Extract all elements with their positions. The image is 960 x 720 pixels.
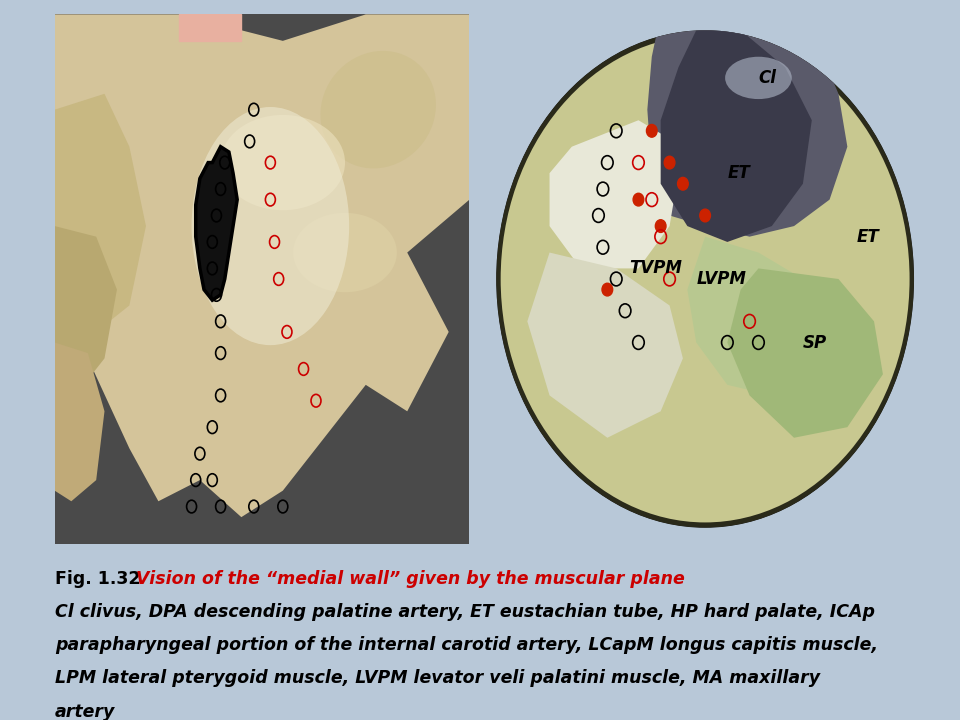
Ellipse shape [321, 51, 436, 168]
Ellipse shape [192, 107, 349, 345]
Ellipse shape [293, 213, 396, 292]
Bar [180, 14, 241, 41]
Circle shape [633, 193, 644, 206]
Circle shape [700, 209, 710, 222]
Polygon shape [527, 253, 683, 438]
Text: Cl clivus, DPA descending palatine artery, ET eustachian tube, HP hard palate, I: Cl clivus, DPA descending palatine arter… [55, 603, 875, 621]
Circle shape [602, 283, 612, 296]
Polygon shape [196, 147, 237, 300]
Text: LPM lateral pterygoid muscle, LVPM levator veli palatini muscle, MA maxillary: LPM lateral pterygoid muscle, LVPM levat… [55, 670, 820, 688]
Circle shape [656, 220, 666, 233]
Polygon shape [55, 94, 146, 332]
Polygon shape [660, 30, 812, 242]
Text: TVPM: TVPM [630, 259, 683, 277]
Circle shape [496, 30, 914, 528]
Polygon shape [728, 269, 883, 438]
Text: Vision of the “medial wall” given by the muscular plane: Vision of the “medial wall” given by the… [136, 570, 684, 588]
Text: Cl: Cl [758, 69, 777, 87]
Polygon shape [55, 14, 469, 517]
Ellipse shape [221, 115, 345, 210]
Polygon shape [55, 226, 117, 395]
Text: SP: SP [803, 333, 827, 351]
Ellipse shape [725, 57, 792, 99]
Polygon shape [687, 237, 829, 395]
Polygon shape [549, 120, 683, 269]
Text: parapharyngeal portion of the internal carotid artery, LCapM longus capitis musc: parapharyngeal portion of the internal c… [55, 636, 877, 654]
Polygon shape [55, 343, 105, 501]
Text: artery: artery [55, 703, 115, 720]
Text: ET: ET [728, 164, 750, 182]
Text: ET: ET [856, 228, 879, 246]
Text: Fig. 1.32: Fig. 1.32 [55, 570, 146, 588]
Circle shape [664, 156, 675, 169]
Circle shape [646, 125, 657, 138]
Text: LVPM: LVPM [696, 270, 746, 288]
Circle shape [678, 177, 688, 190]
Circle shape [501, 35, 909, 523]
Polygon shape [647, 14, 848, 237]
